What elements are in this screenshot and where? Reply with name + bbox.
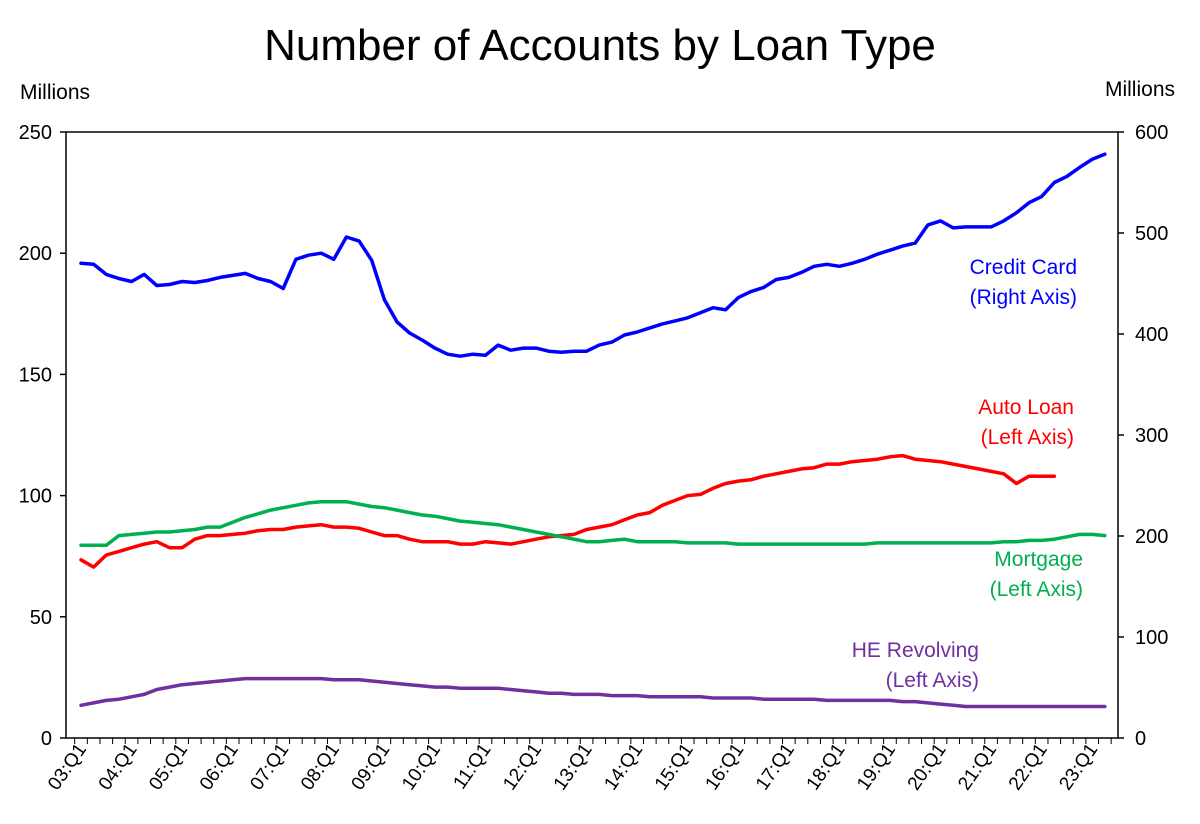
right-tick-label: 400 — [1135, 324, 1168, 346]
right-axis: 0 100 200 300 400 500 600 — [1118, 122, 1168, 750]
chart-title: Number of Accounts by Loan Type — [264, 21, 936, 70]
annotation-mortgage: Mortgage — [994, 548, 1083, 571]
right-tick-label: 200 — [1135, 526, 1168, 548]
x-tick-label: 13:Q1 — [550, 740, 597, 794]
x-tick-label: 14:Q1 — [600, 740, 647, 794]
annotation-auto-loan: (Left Axis) — [981, 426, 1074, 449]
x-tick-label: 11:Q1 — [449, 740, 495, 793]
x-tick-label: 23:Q1 — [1055, 740, 1102, 794]
x-tick-label: 07:Q1 — [246, 740, 293, 794]
x-tick-label: 16:Q1 — [701, 740, 748, 794]
annotation-auto-loan: Auto Loan — [978, 396, 1074, 419]
x-tick-label: 18:Q1 — [803, 740, 850, 794]
series-annotations: Credit Card (Right Axis) Auto Loan (Left Ax… — [852, 256, 1083, 692]
left-tick-label: 150 — [19, 364, 52, 386]
right-tick-label: 500 — [1135, 223, 1168, 245]
series-lines — [79, 152, 1107, 709]
right-tick-label: 0 — [1135, 728, 1146, 750]
left-axis-unit: Millions — [20, 81, 90, 104]
x-tick-label: 20:Q1 — [904, 740, 951, 794]
series-line-auto-loan — [79, 453, 1057, 569]
x-tick-label: 10:Q1 — [398, 740, 445, 794]
x-tick-label: 06:Q1 — [196, 740, 243, 794]
right-axis-unit: Millions — [1105, 78, 1175, 101]
x-tick-label: 19:Q1 — [853, 740, 900, 794]
x-tick-label: 22:Q1 — [1005, 740, 1052, 794]
x-tick-label: 05:Q1 — [145, 740, 192, 794]
x-tick-label: 09:Q1 — [348, 740, 395, 794]
left-tick-label: 50 — [30, 607, 52, 629]
series-line-he-revolving — [79, 676, 1107, 709]
left-axis: 0 50 100 150 200 250 — [19, 122, 66, 750]
annotation-credit-card: Credit Card — [970, 256, 1077, 279]
series-line-mortgage — [79, 499, 1107, 548]
left-tick-label: 200 — [19, 243, 52, 265]
annotation-he-revolving: (Left Axis) — [886, 669, 979, 692]
x-tick-label: 21:Q1 — [954, 740, 1001, 794]
left-tick-label: 0 — [41, 728, 52, 750]
x-tick-label: 08:Q1 — [297, 740, 344, 794]
right-tick-label: 100 — [1135, 627, 1168, 649]
series-line-credit-card — [79, 152, 1107, 358]
left-tick-label: 250 — [19, 122, 52, 144]
annotation-he-revolving: HE Revolving — [852, 639, 979, 662]
right-tick-label: 600 — [1135, 122, 1168, 144]
x-tick-label: 15:Q1 — [651, 740, 698, 794]
right-tick-label: 300 — [1135, 425, 1168, 447]
x-axis: 03:Q1 04:Q1 05:Q1 06:Q1 07:Q1 08:Q1 09:Q1 10:Q1… — [44, 738, 1112, 794]
annotation-credit-card: (Right Axis) — [970, 286, 1077, 309]
annotation-mortgage: (Left Axis) — [990, 578, 1083, 601]
left-tick-label: 100 — [19, 486, 52, 508]
x-tick-label: 04:Q1 — [95, 740, 142, 794]
x-tick-label: 12:Q1 — [499, 740, 546, 794]
x-tick-label: 17:Q1 — [752, 740, 799, 794]
